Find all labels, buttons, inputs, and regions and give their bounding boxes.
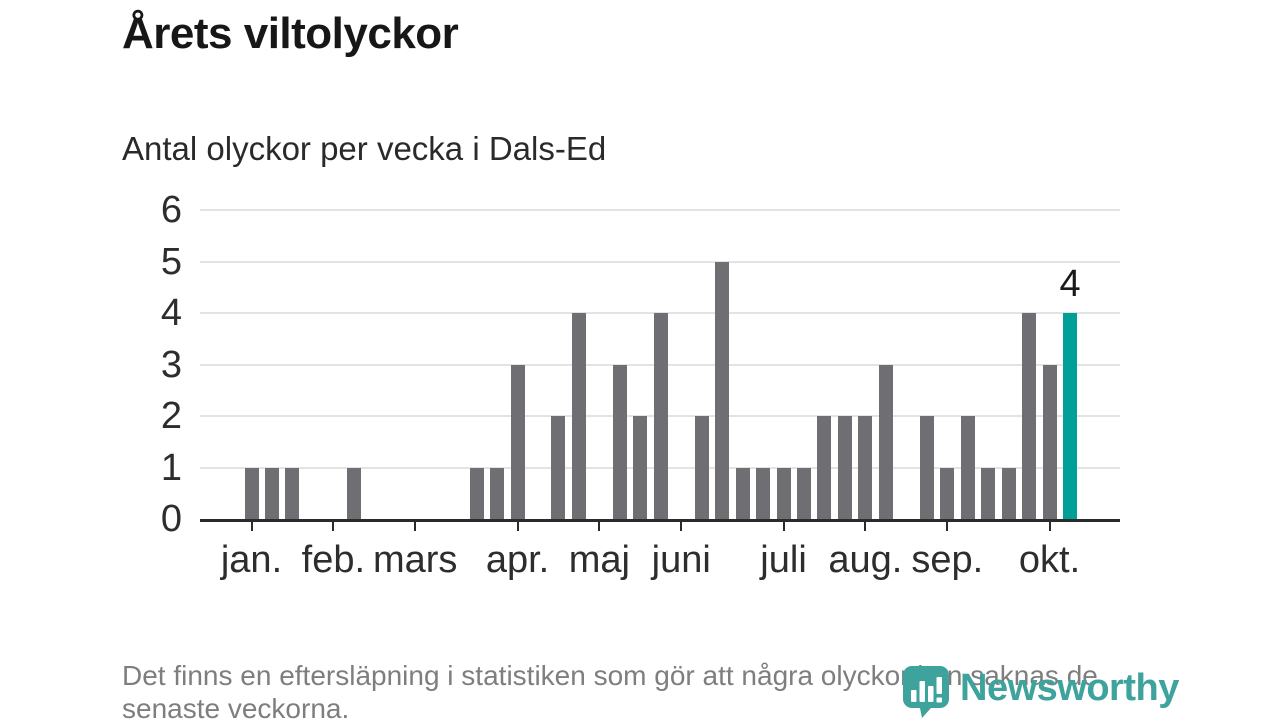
bar-week-26 xyxy=(756,467,771,519)
bar-week-34 xyxy=(919,416,934,519)
y-axis-label-3: 3 xyxy=(160,343,182,386)
month-tick-maj xyxy=(598,522,601,531)
month-label-juli: juli xyxy=(760,539,807,581)
month-label-feb: feb. xyxy=(301,539,366,581)
y-axis-label-6: 6 xyxy=(160,189,182,231)
month-label-aug: aug. xyxy=(828,539,903,581)
bar-week-3 xyxy=(285,467,300,519)
plot-area: 4 xyxy=(200,209,1120,522)
bar-week-19 xyxy=(612,364,627,519)
month-tick-sep xyxy=(946,522,949,531)
month-label-sep: sep. xyxy=(911,539,984,581)
month-tick-juli xyxy=(782,522,785,531)
y-axis-label-4: 4 xyxy=(160,292,182,334)
bar-week-28 xyxy=(797,467,811,519)
bar-week-14 xyxy=(510,364,525,519)
bar-week-27 xyxy=(776,467,791,519)
highlight-bar-week-41 xyxy=(1063,313,1078,519)
bar-week-17 xyxy=(571,313,586,519)
bar-week-37 xyxy=(981,467,996,519)
y-axis-label-5: 5 xyxy=(160,240,182,283)
month-tick-apr xyxy=(516,522,519,531)
month-tick-feb xyxy=(332,522,335,531)
bar-week-31 xyxy=(858,416,873,519)
newsworthy-icon xyxy=(903,666,949,718)
bar-week-35 xyxy=(940,467,955,519)
month-label-maj: maj xyxy=(568,539,630,581)
bar-week-16 xyxy=(551,416,566,519)
bar-week-38 xyxy=(1001,467,1016,519)
bar-week-23 xyxy=(694,416,709,519)
highlight-value-label: 4 xyxy=(1059,263,1081,305)
y-axis-label-2: 2 xyxy=(160,395,182,437)
bar-week-39 xyxy=(1022,313,1037,519)
bar-week-32 xyxy=(878,364,893,519)
month-label-mars: mars xyxy=(372,539,458,581)
y-axis-label-1: 1 xyxy=(160,446,182,489)
month-tick-aug xyxy=(864,522,867,531)
y-axis-label-0: 0 xyxy=(160,498,182,540)
month-tick-okt xyxy=(1048,522,1051,531)
bar-week-2 xyxy=(264,467,279,519)
bar-week-24 xyxy=(715,261,730,519)
month-tick-mars xyxy=(414,522,417,531)
month-label-juni: juni xyxy=(651,539,711,581)
bar-week-13 xyxy=(490,467,505,519)
gridline-6 xyxy=(200,209,1120,211)
bar-week-6 xyxy=(346,467,361,519)
month-tick-jan xyxy=(250,522,253,531)
newsworthy-wordmark: Newsworthy xyxy=(960,667,1179,709)
x-axis: jan. feb. mars apr. maj juni juli aug. sep. okt. xyxy=(200,522,1120,592)
month-label-jan: jan. xyxy=(220,539,283,581)
bar-week-21 xyxy=(653,313,668,519)
month-label-okt: okt. xyxy=(1018,539,1081,581)
chart-title: Årets viltolyckor xyxy=(122,9,459,58)
bar-week-12 xyxy=(469,467,484,519)
bar-week-29 xyxy=(817,416,832,519)
bar-week-30 xyxy=(837,416,852,519)
bar-week-25 xyxy=(735,467,750,519)
bar-week-40 xyxy=(1042,364,1057,519)
month-label-apr: apr. xyxy=(485,539,550,581)
gridline-5 xyxy=(200,260,1120,263)
chart-subtitle: Antal olyckor per vecka i Dals-Ed xyxy=(122,130,607,167)
month-tick-juni xyxy=(680,522,683,531)
bar-week-36 xyxy=(960,416,975,519)
bar-week-1 xyxy=(244,467,259,519)
newsworthy-logo: Newsworthy xyxy=(901,664,1179,718)
bar-week-20 xyxy=(633,416,648,519)
